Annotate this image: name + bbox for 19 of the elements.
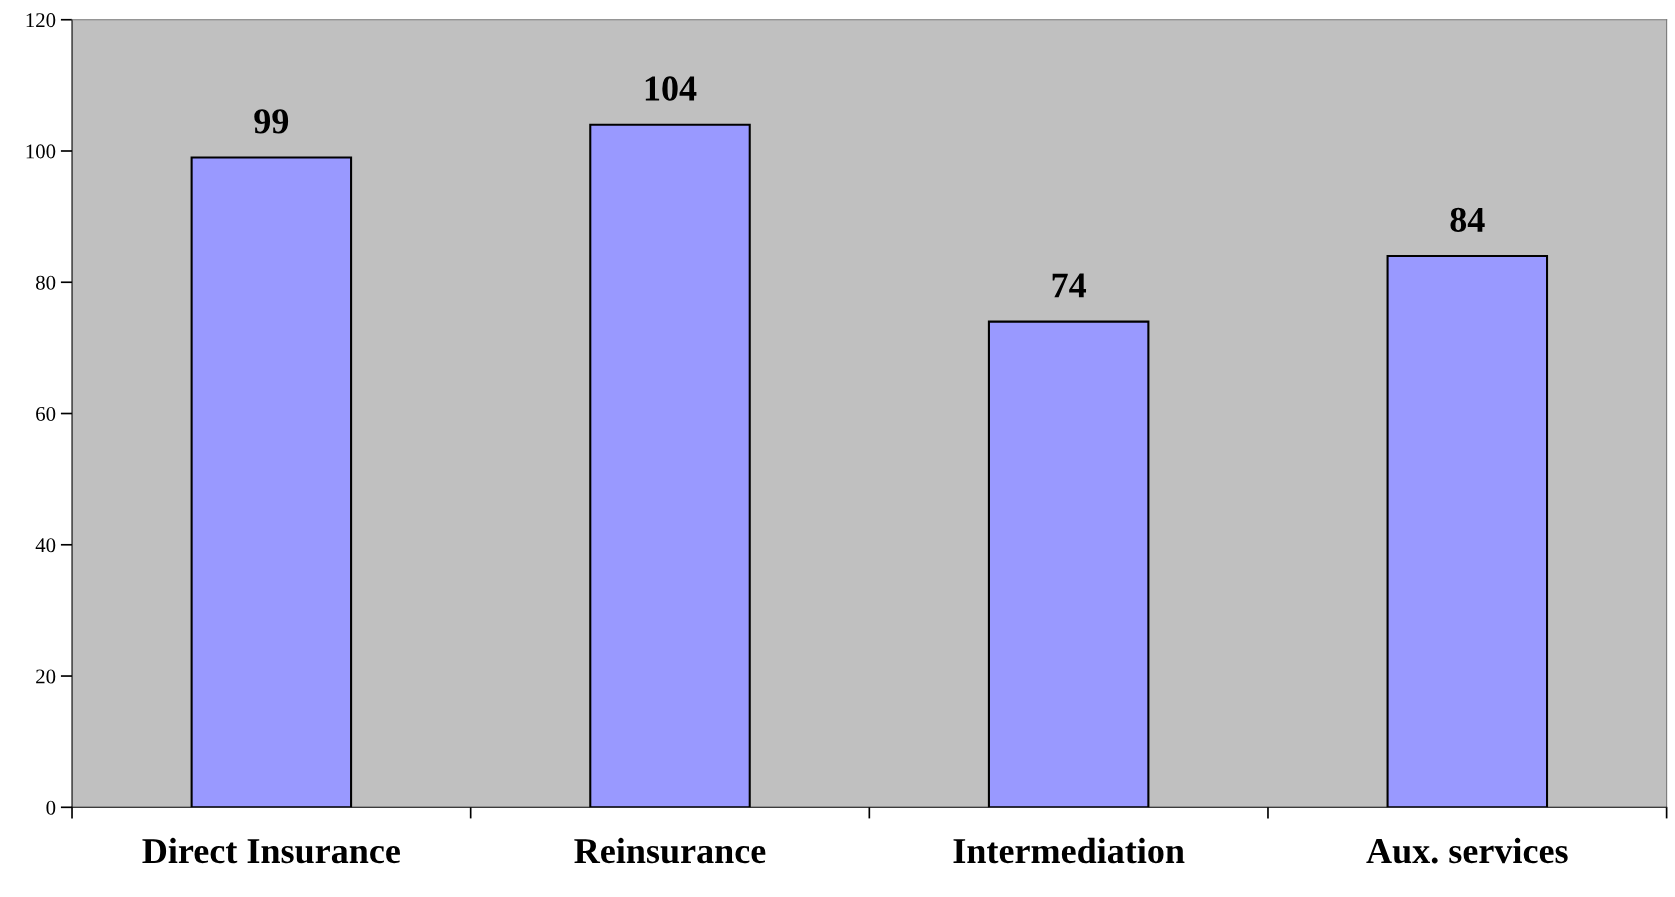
y-tick-label: 40 xyxy=(35,538,56,553)
y-tick-label: 80 xyxy=(36,275,56,290)
y-tick-label: 20 xyxy=(36,669,56,684)
y-tick-label: 100 xyxy=(26,144,56,159)
data-label: 104 xyxy=(645,76,697,101)
bar xyxy=(190,156,353,808)
x-tick-label: Intermediation xyxy=(953,837,1185,864)
x-tick-label: Direct Insurance xyxy=(142,837,400,864)
bar xyxy=(987,320,1150,808)
bar xyxy=(1386,254,1549,808)
x-tick-label: Reinsurance xyxy=(574,837,766,864)
x-tick-label: Aux. services xyxy=(1366,837,1568,864)
data-label: 74 xyxy=(1052,273,1087,298)
y-tick-label: 120 xyxy=(26,13,56,28)
data-label: 84 xyxy=(1450,207,1485,232)
bar xyxy=(589,123,751,808)
data-label: 99 xyxy=(254,109,289,134)
y-tick-label: 60 xyxy=(36,406,56,421)
y-tick-label: 0 xyxy=(46,800,56,815)
